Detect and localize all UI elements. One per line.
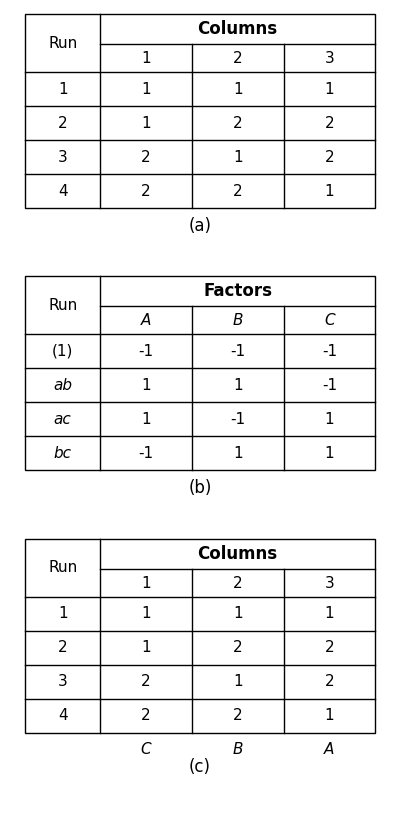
Text: -1: -1	[230, 411, 245, 427]
Text: 1: 1	[233, 377, 243, 392]
Text: 1: 1	[324, 184, 334, 199]
Text: 1: 1	[233, 82, 243, 96]
Text: 2: 2	[233, 115, 243, 130]
Text: 1: 1	[141, 377, 151, 392]
Text: 1: 1	[324, 411, 334, 427]
Text: 1: 1	[141, 640, 151, 656]
Text: 2: 2	[141, 149, 151, 165]
Text: 1: 1	[141, 115, 151, 130]
Text: 2: 2	[141, 709, 151, 723]
Text: (1): (1)	[52, 344, 73, 358]
Text: 2: 2	[324, 115, 334, 130]
Text: 1: 1	[141, 411, 151, 427]
Text: B: B	[232, 312, 243, 327]
Text: ac: ac	[54, 411, 72, 427]
Text: -1: -1	[230, 344, 245, 358]
Text: 2: 2	[324, 675, 334, 690]
Text: 2: 2	[233, 709, 243, 723]
Text: 4: 4	[58, 709, 68, 723]
Text: Run: Run	[48, 297, 77, 312]
Text: 2: 2	[233, 50, 243, 65]
Text: -1: -1	[138, 446, 154, 461]
Text: bc: bc	[54, 446, 72, 461]
Text: 1: 1	[233, 606, 243, 621]
Text: 1: 1	[233, 675, 243, 690]
Text: 2: 2	[324, 149, 334, 165]
Text: B: B	[232, 742, 243, 756]
Text: 1: 1	[324, 82, 334, 96]
Text: 2: 2	[58, 115, 68, 130]
Text: 1: 1	[233, 149, 243, 165]
Text: -1: -1	[138, 344, 154, 358]
Text: 2: 2	[324, 640, 334, 656]
Text: C: C	[324, 312, 335, 327]
Text: Run: Run	[48, 560, 77, 575]
Text: 1: 1	[58, 82, 68, 96]
Text: 2: 2	[141, 675, 151, 690]
Text: Columns: Columns	[198, 545, 278, 563]
Text: 3: 3	[324, 50, 334, 65]
Text: Run: Run	[48, 35, 77, 50]
Text: (a): (a)	[188, 217, 212, 235]
Text: 1: 1	[141, 82, 151, 96]
Text: 2: 2	[233, 575, 243, 591]
Text: 4: 4	[58, 184, 68, 199]
Text: 1: 1	[233, 446, 243, 461]
Text: -1: -1	[322, 377, 337, 392]
Text: 1: 1	[58, 606, 68, 621]
Text: 3: 3	[58, 149, 68, 165]
Text: 3: 3	[324, 575, 334, 591]
Text: (b): (b)	[188, 479, 212, 497]
Text: 2: 2	[58, 640, 68, 656]
Text: 1: 1	[141, 50, 151, 65]
Text: -1: -1	[322, 344, 337, 358]
Text: (c): (c)	[189, 758, 211, 776]
Text: 1: 1	[324, 606, 334, 621]
Text: 1: 1	[141, 575, 151, 591]
Text: 2: 2	[233, 640, 243, 656]
Bar	[25, 276, 375, 470]
Text: 2: 2	[233, 184, 243, 199]
Text: A: A	[141, 312, 151, 327]
Text: 2: 2	[141, 184, 151, 199]
Text: 3: 3	[58, 675, 68, 690]
Text: 1: 1	[324, 446, 334, 461]
Text: Factors: Factors	[203, 282, 272, 300]
Bar	[25, 14, 375, 208]
Text: Columns: Columns	[198, 20, 278, 38]
Text: A: A	[324, 742, 334, 756]
Text: ab: ab	[53, 377, 72, 392]
Text: 1: 1	[141, 606, 151, 621]
Text: C: C	[141, 742, 152, 756]
Bar	[25, 539, 375, 733]
Text: 1: 1	[324, 709, 334, 723]
